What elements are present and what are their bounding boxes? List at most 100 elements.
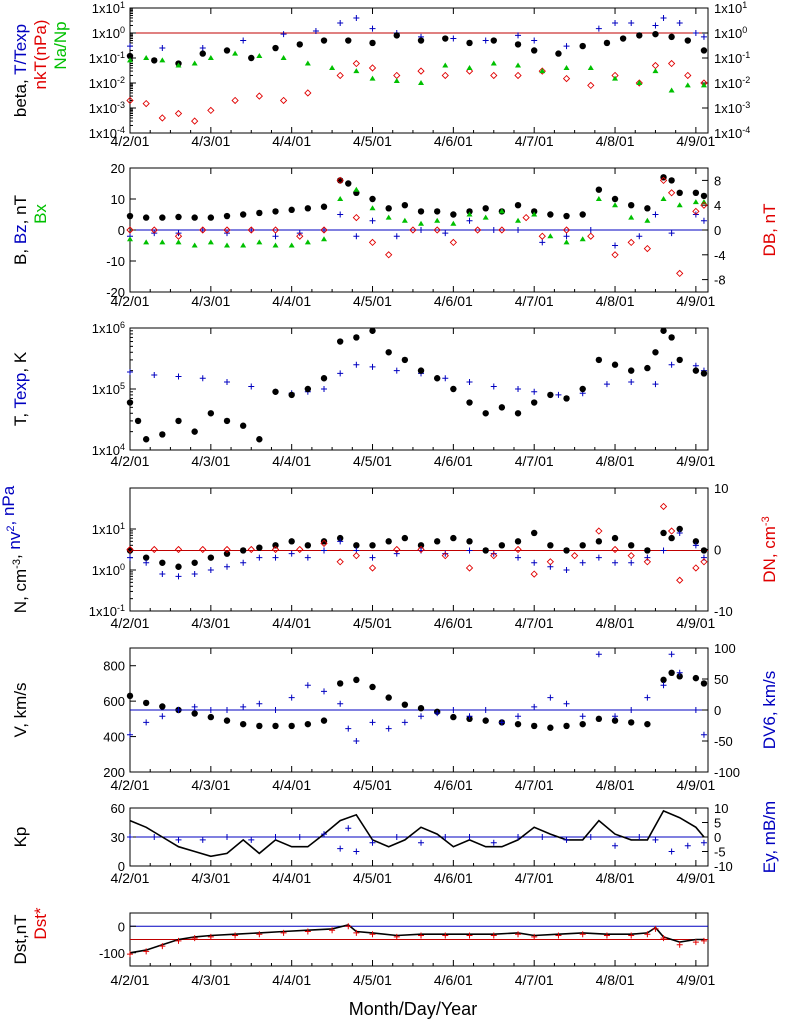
series-beta-1-point [248,54,255,62]
series-texp-3-point [224,379,231,386]
x-tick-label: 4/9/01 [676,133,715,149]
x-tick-label: 4/2/01 [111,777,150,793]
x-tick-label: 4/4/01 [272,972,311,988]
series-bx-2-point [143,239,150,245]
series-t-texp-1-point [337,20,344,27]
series-nkt-1-point [465,67,474,75]
series-dn-4-point [199,545,207,554]
x-tick-label: 4/7/01 [515,870,554,886]
series-n-4-point [288,538,295,545]
series-t-3-point [652,349,659,356]
x-tick-label: 4/3/01 [191,777,230,793]
series-dv6-5-point [159,713,166,720]
series-t-texp-1-point [531,37,538,44]
x-tick-label: 4/4/01 [272,133,311,149]
series-nv2-4-point [256,554,263,561]
series-dn-4-point [659,502,668,511]
series-dv6-5-point [466,713,473,720]
series-dn-4-point [126,545,134,554]
series-dv6-5-point [385,725,392,732]
series-dst--7-point [232,932,239,939]
series-nkt-1-point [336,71,344,80]
series-t-3-point [692,367,700,374]
series-t-texp-1-point [240,37,247,44]
x-tick-label: 4/3/01 [191,870,230,886]
y-tick-label: 1x10-4 [89,125,125,141]
series-na-np-1-point [612,75,619,81]
y-tick-label: 0 [118,919,125,934]
series-dv6-5-point [272,707,279,713]
series-nv2-4-point [612,559,619,566]
series-n-4-point [530,529,538,537]
x-tick-label: 4/2/01 [111,293,150,309]
series-v-5-point [126,692,134,700]
series-t-3-point [159,431,166,438]
series-ey-6-point [248,836,255,843]
x-tick-label: 4/8/01 [596,453,635,469]
series-dst--7-point [676,941,683,948]
x-tick-label: 4/3/01 [191,293,230,309]
x-tick-label: 4/9/01 [676,972,715,988]
series-ey-6-point [224,834,231,840]
series-db-2-point [611,251,619,259]
series-dv6-5-point [418,713,425,720]
series-beta-1-point [199,50,206,57]
series-v-5-point [142,699,150,707]
series-bz-2-point [587,227,594,233]
series-t-3-point [676,356,683,364]
series-t-3-point [369,327,376,334]
series-na-np-1-point [587,64,594,70]
series-db-2-point [473,226,482,234]
series-ey-6-point [337,845,344,852]
x-tick-label: 4/9/01 [676,453,715,469]
x-tick-label: 4/2/01 [111,870,150,886]
series-t-texp-1-point [450,35,457,42]
series-b-2-point [272,208,279,215]
series-n-4-point [336,534,344,542]
series-nv2-4-point [175,573,182,580]
series-t-3-point [223,417,231,425]
series-db-2-point [659,176,668,185]
series-dn-4-point [570,552,579,560]
y-tick-label: 30 [111,830,125,845]
series-bx-2-point [207,239,214,245]
series-db-2-point [643,244,652,253]
series-n-4-point [668,534,675,542]
series-bx-2-point [498,208,505,214]
series-nkt-1-point [684,71,692,80]
series-t-3-point [336,338,344,345]
y-axis-label3-1: Na/Np [51,21,70,69]
y2-tick-label: 1x10-2 [714,75,750,91]
y-tick-label: 1x10-1 [89,603,125,619]
series-v-5-point [320,717,328,724]
series-bx-2-point [628,214,635,220]
series-na-np-1-point [191,60,198,66]
series-na-np-1-point [353,68,360,74]
series-dst--7-point [660,935,667,942]
series-bx-2-point [256,239,263,245]
series-b-2-point [700,192,708,200]
x-tick-label: 4/2/01 [111,133,150,149]
series-dv6-5-point [256,700,263,707]
series-beta-1-point [223,47,231,54]
series-b-2-point [628,202,635,209]
series-n-4-point [595,538,603,545]
y2-tick-label: 0 [714,703,721,718]
series-t-3-point [595,356,603,364]
series-t-texp-1-point [595,25,602,32]
y-tick-label: 1x104 [92,442,125,458]
series-dv6-5-point [401,719,408,726]
y-tick-label: 1x10-3 [89,100,125,116]
series-dv6-5-point [531,703,538,710]
series-t-texp-1-point [628,20,635,27]
series-nv2-4-point [191,570,198,577]
series-ey-6-point [515,834,522,840]
series-n-4-point [482,547,489,554]
series-bx-2-point [563,239,570,245]
series-t-texp-1-point [127,43,133,50]
series-t-3-point [530,399,538,406]
series-t-texp-1-point [692,30,699,36]
series-texp-3-point [369,363,376,370]
series-b-2-point [320,203,328,210]
series-v-5-point [159,703,166,710]
